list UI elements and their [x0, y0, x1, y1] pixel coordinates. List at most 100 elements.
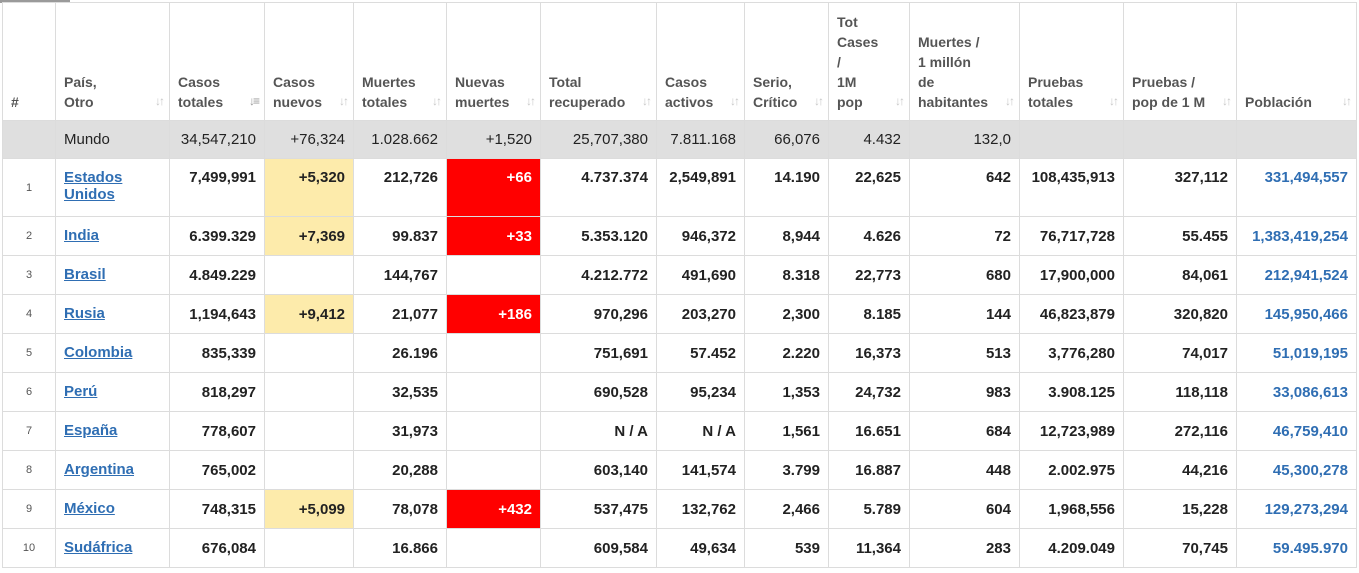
column-header-label: Total recuperado: [549, 74, 626, 110]
tests-per-1m-cell: 84,061: [1123, 255, 1237, 295]
total-deaths-cell: 31,973: [353, 411, 447, 451]
column-header-deaths-per-1m[interactable]: Muertes / 1 millón de habitantes ↓↑: [909, 2, 1020, 121]
sort-icon[interactable]: ↓↑: [339, 94, 349, 108]
table-row: 5 Colombia 835,339 26.196 751,691 57.452 2.220…: [2, 333, 1357, 373]
country-link[interactable]: Perú: [64, 383, 98, 400]
country-cell: Argentina: [55, 450, 170, 490]
total-recovered-cell: 751,691: [540, 333, 657, 373]
serious-cell: 8,944: [744, 216, 829, 256]
column-header-new-deaths[interactable]: Nuevas muertes ↓↑: [446, 2, 541, 121]
active-cases-cell: 132,762: [656, 489, 745, 529]
sort-icon[interactable]: ↓↑: [432, 94, 442, 108]
world-total-tests: [1019, 120, 1124, 159]
column-header-active-cases[interactable]: Casos activos ↓↑: [656, 2, 745, 121]
sort-icon[interactable]: ↓↑: [155, 94, 165, 108]
row-index: 6: [2, 372, 56, 412]
total-tests-cell: 76,717,728: [1019, 216, 1124, 256]
sort-icon[interactable]: ↓↑: [1005, 94, 1015, 108]
population-cell: 212,941,524: [1236, 255, 1357, 295]
country-link[interactable]: Sudáfrica: [64, 539, 133, 556]
tests-per-1m-cell: 327,112: [1123, 158, 1237, 217]
total-tests-cell: 17,900,000: [1019, 255, 1124, 295]
population-cell: 59.495.970: [1236, 528, 1357, 568]
total-cases-cell: 7,499,991: [169, 158, 265, 217]
tests-per-1m-cell: 74,017: [1123, 333, 1237, 373]
country-cell: México: [55, 489, 170, 529]
sort-icon[interactable]: ↓↑: [526, 94, 536, 108]
column-header-tests-per-1m[interactable]: Pruebas / pop de 1 M ↓↑: [1123, 2, 1237, 121]
total-cases-cell: 676,084: [169, 528, 265, 568]
new-cases-cell: +5,099: [264, 489, 354, 529]
column-header-population[interactable]: Población ↓↑: [1236, 2, 1357, 121]
column-header-total-tests[interactable]: Pruebas totales ↓↑: [1019, 2, 1124, 121]
sort-icon[interactable]: ↓↑: [1342, 94, 1352, 108]
active-cases-cell: 57.452: [656, 333, 745, 373]
world-new-cases: +76,324: [264, 120, 354, 159]
country-link[interactable]: India: [64, 227, 100, 244]
active-cases-cell: 49,634: [656, 528, 745, 568]
deaths-per-1m-cell: 513: [909, 333, 1020, 373]
sort-icon[interactable]: ↓↑: [1222, 94, 1232, 108]
country-cell: India: [55, 216, 170, 256]
serious-cell: 3.799: [744, 450, 829, 490]
sort-icon[interactable]: ↓↑: [642, 94, 652, 108]
total-recovered-cell: 609,584: [540, 528, 657, 568]
world-cases-per-1m: 4.432: [828, 120, 910, 159]
total-tests-cell: 46,823,879: [1019, 294, 1124, 334]
country-link[interactable]: Brasil: [64, 266, 106, 283]
total-recovered-cell: 690,528: [540, 372, 657, 412]
cases-per-1m-cell: 22,773: [828, 255, 910, 295]
country-cell: Perú: [55, 372, 170, 412]
column-header-new-cases[interactable]: Casos nuevos ↓↑: [264, 2, 354, 121]
country-cell: Brasil: [55, 255, 170, 295]
sort-icon[interactable]: ↓↑: [730, 94, 740, 108]
column-header-country[interactable]: País, Otro ↓↑: [55, 2, 170, 121]
country-link[interactable]: Colombia: [64, 344, 133, 361]
table-row: 4 Rusia 1,194,643 +9,412 21,077 +186 970,296 20…: [2, 294, 1357, 334]
sort-icon[interactable]: ↓↑: [814, 94, 824, 108]
total-recovered-cell: 970,296: [540, 294, 657, 334]
column-header-total-cases[interactable]: Casos totales ↓≡: [169, 2, 265, 121]
total-tests-cell: 3.908.125: [1019, 372, 1124, 412]
column-header-cases-per-1m[interactable]: Tot Cases / 1M pop ↓↑: [828, 2, 910, 121]
country-link[interactable]: México: [64, 500, 115, 517]
deaths-per-1m-cell: 642: [909, 158, 1020, 217]
world-serious: 66,076: [744, 120, 829, 159]
total-cases-cell: 765,002: [169, 450, 265, 490]
new-deaths-cell: +186: [446, 294, 541, 334]
column-header-label: Muertes / 1 millón de habitantes: [918, 34, 989, 110]
country-link[interactable]: Rusia: [64, 305, 105, 322]
row-index: 4: [2, 294, 56, 334]
table-row: 10 Sudáfrica 676,084 16.866 609,584 49,634 539…: [2, 528, 1357, 568]
country-link[interactable]: Argentina: [64, 461, 135, 478]
sort-icon[interactable]: ↓↑: [895, 94, 905, 108]
column-header-total-deaths[interactable]: Muertes totales ↓↑: [353, 2, 447, 121]
top-tab-indicator: [0, 0, 70, 3]
deaths-per-1m-cell: 604: [909, 489, 1020, 529]
country-link[interactable]: España: [64, 422, 118, 439]
total-tests-cell: 2.002.975: [1019, 450, 1124, 490]
total-tests-cell: 12,723,989: [1019, 411, 1124, 451]
world-label: Mundo: [55, 120, 170, 159]
column-header-total-recovered[interactable]: Total recuperado ↓↑: [540, 2, 657, 121]
new-deaths-cell: [446, 333, 541, 373]
tests-per-1m-cell: 15,228: [1123, 489, 1237, 529]
row-index: 1: [2, 158, 56, 217]
new-deaths-cell: +66: [446, 158, 541, 217]
serious-cell: 1,353: [744, 372, 829, 412]
row-index: 3: [2, 255, 56, 295]
country-link[interactable]: Estados Unidos: [64, 169, 123, 203]
world-total-row: Mundo 34,547,210 +76,324 1.028.662 +1,520 25,…: [2, 120, 1357, 159]
column-header-label: Casos nuevos: [273, 74, 323, 110]
cases-per-1m-cell: 24,732: [828, 372, 910, 412]
row-index: 7: [2, 411, 56, 451]
sort-active-icon[interactable]: ↓≡: [248, 94, 260, 108]
sort-icon[interactable]: ↓↑: [1109, 94, 1119, 108]
column-header-serious[interactable]: Serio, Crítico ↓↑: [744, 2, 829, 121]
header-row: # País, Otro ↓↑ Casos totales ↓≡ Casos nuevos…: [2, 2, 1357, 121]
total-deaths-cell: 78,078: [353, 489, 447, 529]
total-recovered-cell: 4.212.772: [540, 255, 657, 295]
deaths-per-1m-cell: 72: [909, 216, 1020, 256]
new-cases-cell: [264, 411, 354, 451]
